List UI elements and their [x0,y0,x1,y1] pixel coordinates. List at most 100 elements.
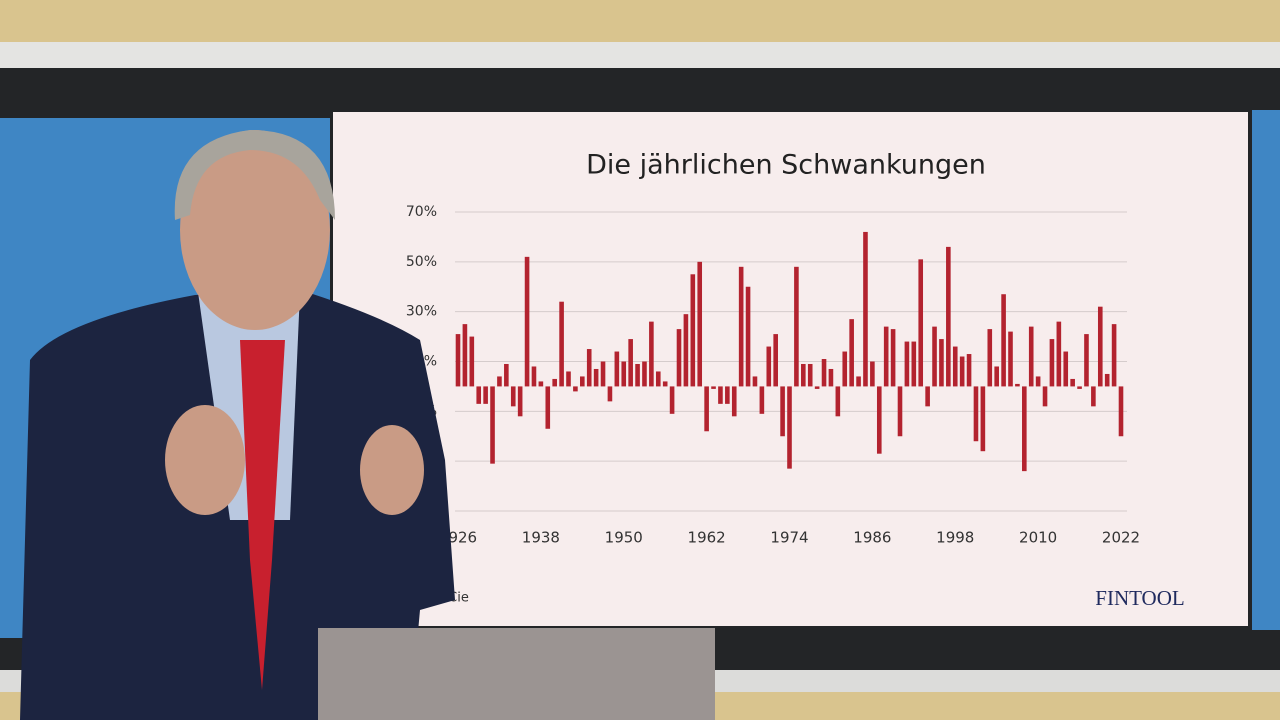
bar [490,386,495,464]
bar [1070,378,1075,387]
bar [1001,294,1006,387]
bar [469,336,475,387]
bar [794,266,799,387]
bar [504,363,509,387]
bar [655,371,661,387]
bar [904,341,910,387]
bar [476,386,482,404]
bar [863,231,868,387]
bar [952,346,958,387]
bar [731,386,737,417]
bar [745,286,751,387]
bar [1084,334,1089,387]
bar [1077,386,1082,389]
y-tick-label: 70% [406,204,437,220]
x-tick-label: 2010 [1019,529,1057,547]
bar [690,274,696,387]
bar [725,386,730,404]
bar [814,386,820,389]
bar [711,386,716,389]
bar [600,361,606,387]
bar [607,386,613,402]
bar [483,386,488,404]
bar [704,386,709,432]
bar [807,363,813,387]
bar [683,314,689,387]
bar [1022,386,1027,472]
bar [676,329,682,387]
bar [752,376,758,387]
presenter [20,130,455,720]
bar [545,386,551,429]
bar [773,334,778,387]
x-tick-label: 2022 [1102,529,1140,547]
x-tick-label: 1962 [688,529,726,547]
bar [835,386,841,417]
bar [980,386,986,452]
bar [870,361,875,387]
bar [973,386,979,442]
bar [669,386,675,414]
x-tick-label: 1986 [853,529,891,547]
bar [918,259,924,387]
logo: FINTOOL [1095,586,1184,610]
x-tick-label: 1950 [605,529,643,547]
bar [966,354,972,387]
bar [573,386,578,392]
bar [766,346,772,387]
bar [649,321,654,387]
bar [890,329,896,387]
bar [780,386,785,437]
bar [994,366,999,387]
chart-screen [333,112,1248,626]
bar [1091,386,1096,407]
hair [174,130,335,220]
x-tick-label: 1974 [770,529,808,547]
hand-right [360,425,424,515]
bar [642,361,647,387]
x-tick-label: 1998 [936,529,974,547]
head [180,130,330,330]
bar [1042,386,1048,407]
bar [959,356,965,387]
bar [939,339,944,387]
bar [1104,373,1110,387]
bar [552,378,557,387]
bar [1035,376,1041,387]
bar [738,266,744,387]
bar [455,334,461,387]
bar [538,381,544,387]
bar [821,359,827,387]
bar [911,341,917,387]
bar [524,256,530,387]
bar [1118,386,1124,437]
bar [1015,383,1020,387]
bar [759,386,765,414]
bar [566,371,571,387]
bar [1111,324,1117,387]
y-tick-label: 30% [406,304,437,320]
bar [1056,321,1062,387]
bar [849,319,854,387]
bar [559,301,564,387]
x-tick-label: 1938 [522,529,560,547]
bar [580,376,585,387]
bar [828,368,834,387]
bar [586,349,592,387]
chart-title: Die jährlichen Schwankungen [586,150,986,181]
bar [1097,306,1103,387]
bar [662,381,668,387]
bar [925,386,930,407]
bar [462,324,468,387]
hand-left [165,405,245,515]
bar [987,329,993,387]
bar [697,261,703,387]
bar [510,386,516,407]
bar [621,361,627,387]
bar [1028,326,1034,387]
bar [614,351,620,387]
bar [1063,351,1069,387]
bar [635,363,640,387]
frame-top [0,42,1280,70]
